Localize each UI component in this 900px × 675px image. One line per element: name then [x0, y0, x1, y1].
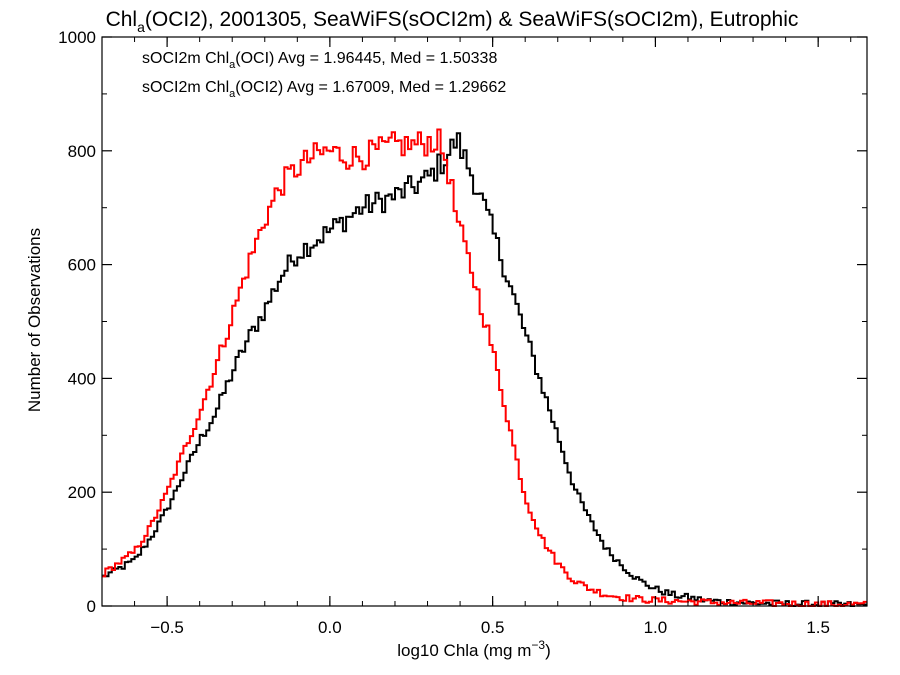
y-tick-label: 0	[87, 597, 96, 616]
chart-title: Chla(OCI2), 2001305, SeaWiFS(sOCI2m) & S…	[106, 8, 799, 35]
y-tick-label: 400	[68, 369, 96, 388]
x-tick-label: −0.5	[150, 618, 184, 637]
legend: sOCI2m Chla(OCI) Avg = 1.96445, Med = 1.…	[142, 50, 506, 100]
x-tick-label: 0.0	[318, 618, 342, 637]
x-tick-label: 1.5	[806, 618, 830, 637]
y-tick-label: 800	[68, 142, 96, 161]
y-axis-label: Number of Observations	[25, 228, 44, 412]
plot-frame	[101, 36, 868, 607]
y-tick-label: 200	[68, 483, 96, 502]
x-axis-label: log10 Chla (mg m−3)	[397, 638, 551, 660]
y-tick-label: 600	[68, 256, 96, 275]
y-tick-label: 1000	[58, 28, 96, 47]
series-line-oci2	[102, 128, 867, 607]
x-tick-label: 1.0	[644, 618, 668, 637]
axis-ticks: −0.5 0.0 0.5 1.0 1.5 0 200 400 600 800 1000	[58, 28, 867, 637]
x-tick-label: 0.5	[481, 618, 505, 637]
legend-entry-oci2: sOCI2m Chla(OCI2) Avg = 1.67009, Med = 1…	[142, 79, 506, 100]
series-group	[102, 128, 867, 607]
legend-entry-oci: sOCI2m Chla(OCI) Avg = 1.96445, Med = 1.…	[142, 50, 497, 71]
